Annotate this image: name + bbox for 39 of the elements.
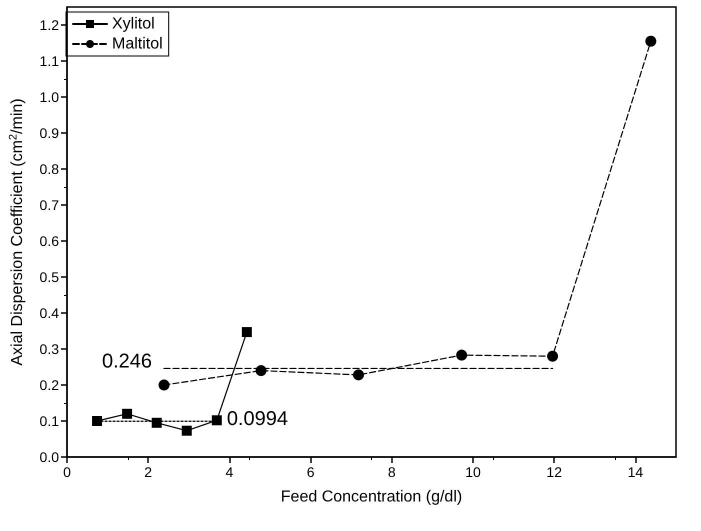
y-tick-label: 0.1: [40, 413, 60, 429]
point: [242, 327, 252, 338]
x-tick-label: 12: [546, 464, 562, 480]
y-tick-label: 0.4: [40, 305, 60, 321]
y-tick-label: 0.3: [40, 341, 60, 357]
legend-label: Maltitol: [112, 36, 163, 52]
point: [212, 415, 222, 426]
y-axis-title: Axial Dispersion Coefficient (cm2/min): [8, 98, 26, 366]
y-tick-label: 0.9: [40, 125, 60, 141]
legend-label: Xylitol: [112, 16, 155, 32]
point: [182, 426, 192, 436]
y-tick-label: 0.5: [40, 269, 60, 285]
x-tick-label: 8: [388, 464, 396, 480]
y-tick-label: 0.0: [40, 449, 60, 465]
point: [645, 36, 656, 47]
point: [152, 418, 162, 428]
y-tick-label: 1.2: [40, 17, 60, 33]
point: [158, 380, 170, 390]
annotation: 0.0994: [226, 408, 288, 430]
point: [256, 365, 267, 376]
point: [92, 416, 102, 426]
y-tick-label: 0.6: [40, 233, 60, 249]
y-tick-label: 1.0: [40, 89, 60, 105]
x-tick-label: 14: [628, 464, 644, 480]
y-tick-label: 0.8: [40, 161, 60, 177]
x-tick-label: 10: [465, 464, 481, 480]
y-tick-label: 0.2: [40, 377, 60, 393]
y-tick-label: 0.7: [40, 197, 60, 213]
x-axis-title: Feed Concentration (g/dl): [280, 488, 462, 506]
x-tick-label: 0: [63, 464, 72, 480]
point: [122, 408, 132, 419]
y-tick-label: 1.1: [40, 53, 60, 69]
point: [353, 369, 364, 380]
x-tick-label: 6: [306, 464, 315, 480]
x-tick-label: 2: [144, 464, 152, 480]
point: [456, 350, 468, 361]
x-tick-label: 4: [226, 464, 234, 480]
annotation: 0.246: [102, 350, 152, 372]
point: [547, 350, 558, 362]
